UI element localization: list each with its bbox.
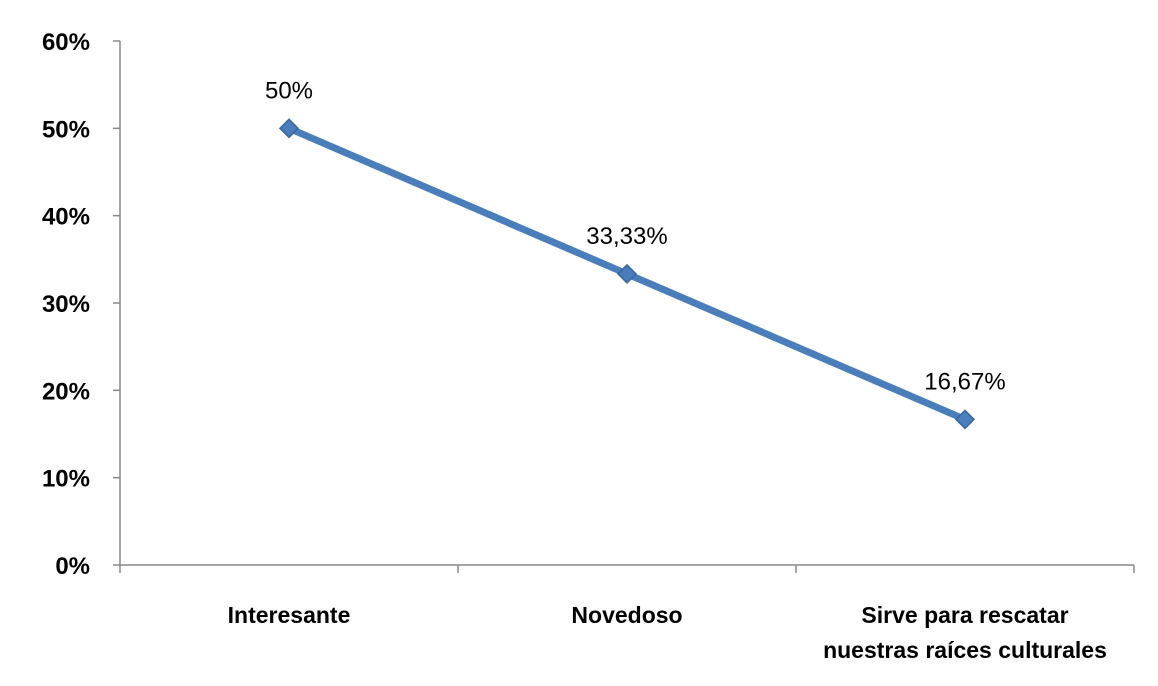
data-point-marker [954, 409, 976, 430]
x-category-label-line: nuestras raíces culturales [823, 637, 1107, 663]
x-category-label-line: Sirve para rescatar [861, 602, 1068, 628]
data-label: 33,33% [586, 223, 667, 250]
y-tick-label: 40% [42, 204, 90, 231]
x-category-label-line: Novedoso [571, 602, 682, 628]
x-category-label: Novedoso [571, 602, 682, 628]
data-label: 16,67% [924, 368, 1005, 395]
y-tick-label: 0% [55, 553, 90, 580]
data-label: 50% [265, 77, 313, 104]
data-point-marker [616, 263, 638, 284]
data-point-marker [278, 118, 300, 139]
y-tick-label: 50% [42, 116, 90, 143]
x-category-label: Sirve para rescatar nuestras raíces cultu… [823, 602, 1107, 663]
y-tick-label: 10% [42, 466, 90, 493]
y-tick-label: 60% [42, 29, 90, 56]
x-category-label: Interesante [228, 602, 351, 628]
x-category-label-line: Interesante [228, 602, 351, 628]
y-tick-label: 20% [42, 378, 90, 405]
y-tick-label: 30% [42, 291, 90, 318]
